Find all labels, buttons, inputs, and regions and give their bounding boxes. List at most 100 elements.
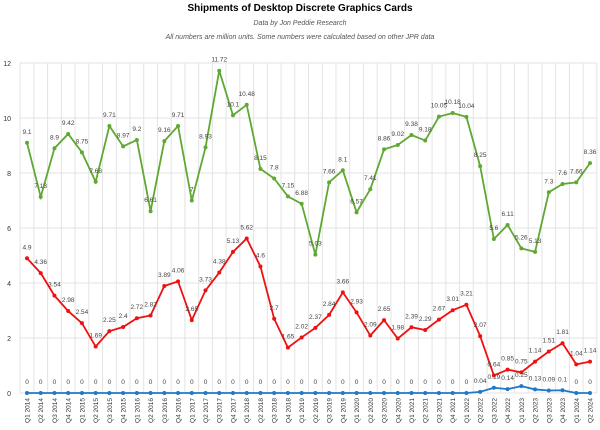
data-label: 9.71	[103, 112, 116, 119]
x-tick-label: Q2 2021	[423, 398, 430, 423]
data-point	[230, 113, 235, 118]
data-point	[121, 391, 126, 395]
data-label: 8.36	[584, 149, 597, 156]
data-point	[134, 316, 139, 321]
data-point	[52, 391, 57, 395]
x-tick-label: Q1 2022	[464, 398, 471, 423]
data-point	[258, 166, 263, 171]
data-point	[436, 114, 441, 119]
data-point	[491, 237, 496, 241]
x-tick-label: Q4 2023	[560, 398, 567, 423]
data-label: 4.06	[172, 267, 185, 274]
data-point	[107, 391, 112, 395]
data-label: 0.04	[474, 378, 487, 385]
x-tick-label: Q3 2016	[162, 398, 169, 423]
data-label: 0	[574, 379, 578, 386]
x-tick-label: Q2 2018	[258, 398, 265, 423]
data-label: 7.13	[34, 183, 47, 190]
data-label: 6.11	[502, 211, 515, 218]
data-point	[272, 176, 277, 181]
data-point	[52, 146, 57, 151]
data-label: 0	[217, 379, 221, 386]
chart-note: All numbers are million units. Some numb…	[165, 34, 435, 41]
data-point	[368, 333, 373, 338]
data-label: 0	[80, 379, 84, 386]
data-label: 2.02	[295, 323, 308, 330]
data-label: 5.26	[515, 234, 528, 241]
x-tick-label: Q4 2017	[230, 398, 237, 423]
x-tick-label: Q3 2022	[491, 398, 498, 423]
data-label: 2.25	[103, 317, 116, 324]
data-label: 0	[300, 379, 304, 386]
data-point	[395, 336, 400, 341]
data-label: 2.29	[419, 316, 432, 323]
data-label: 8.86	[378, 135, 391, 142]
data-label: 0.75	[515, 358, 528, 365]
data-point	[176, 391, 181, 395]
data-label: 0	[423, 379, 427, 386]
data-point	[505, 222, 510, 227]
data-label: 0	[588, 379, 592, 386]
y-tick-label: 2	[7, 336, 11, 343]
data-point	[464, 114, 469, 119]
data-point	[93, 344, 98, 349]
data-point	[313, 391, 318, 395]
data-point	[354, 210, 359, 215]
y-tick-label: 4	[7, 281, 11, 288]
data-point	[66, 309, 71, 314]
data-label: 2.07	[474, 322, 487, 329]
data-point	[162, 391, 167, 395]
data-point	[464, 302, 469, 307]
y-tick-label: 8	[7, 171, 11, 178]
data-point	[148, 313, 153, 318]
data-point	[450, 391, 455, 395]
data-point	[588, 161, 592, 166]
data-label: 3.01	[446, 296, 459, 303]
data-label: 8.97	[117, 132, 130, 139]
x-tick-label: Q1 2016	[134, 398, 141, 423]
data-label: 5.6	[489, 225, 498, 232]
data-label: 0.64	[488, 361, 501, 368]
x-tick-label: Q4 2018	[285, 398, 292, 423]
data-point	[134, 138, 139, 142]
data-label: 1.81	[556, 329, 569, 336]
data-label: 8.75	[76, 138, 89, 145]
data-point	[560, 182, 565, 186]
data-point	[574, 180, 579, 185]
data-label: 2.09	[364, 322, 377, 329]
data-point	[79, 321, 84, 326]
data-point	[546, 388, 551, 393]
data-label: 3.89	[158, 272, 171, 279]
data-point	[121, 144, 126, 149]
data-label: 7.3	[544, 178, 553, 185]
data-point	[299, 335, 304, 340]
data-label: 9.02	[391, 131, 404, 138]
data-point	[79, 150, 84, 155]
data-label: 7.66	[323, 168, 336, 175]
y-tick-label: 0	[7, 391, 11, 398]
data-point	[519, 246, 524, 251]
data-label: 1.98	[391, 325, 404, 332]
data-label: 8.25	[474, 152, 487, 159]
data-label: 3.21	[460, 291, 473, 298]
x-tick-label: Q2 2024	[588, 398, 595, 423]
data-label: 1.51	[542, 337, 555, 344]
data-label: 2.98	[62, 297, 75, 304]
data-point	[244, 236, 249, 241]
data-label: 9.1	[22, 129, 31, 136]
x-tick-label: Q3 2023	[546, 398, 553, 423]
data-point	[272, 391, 277, 395]
data-label: 0	[66, 379, 70, 386]
data-label: 0	[341, 379, 345, 386]
data-point	[148, 209, 153, 214]
data-point	[519, 384, 524, 389]
data-label: 10.18	[445, 99, 462, 106]
data-label: 3.66	[337, 278, 350, 285]
x-tick-label: Q1 2019	[299, 398, 306, 423]
x-tick-label: Q1 2015	[79, 398, 86, 423]
data-label: 0.13	[529, 375, 542, 382]
series-line	[26, 236, 591, 377]
x-tick-label: Q2 2014	[38, 398, 45, 423]
data-point	[340, 290, 345, 295]
data-point	[148, 391, 153, 395]
